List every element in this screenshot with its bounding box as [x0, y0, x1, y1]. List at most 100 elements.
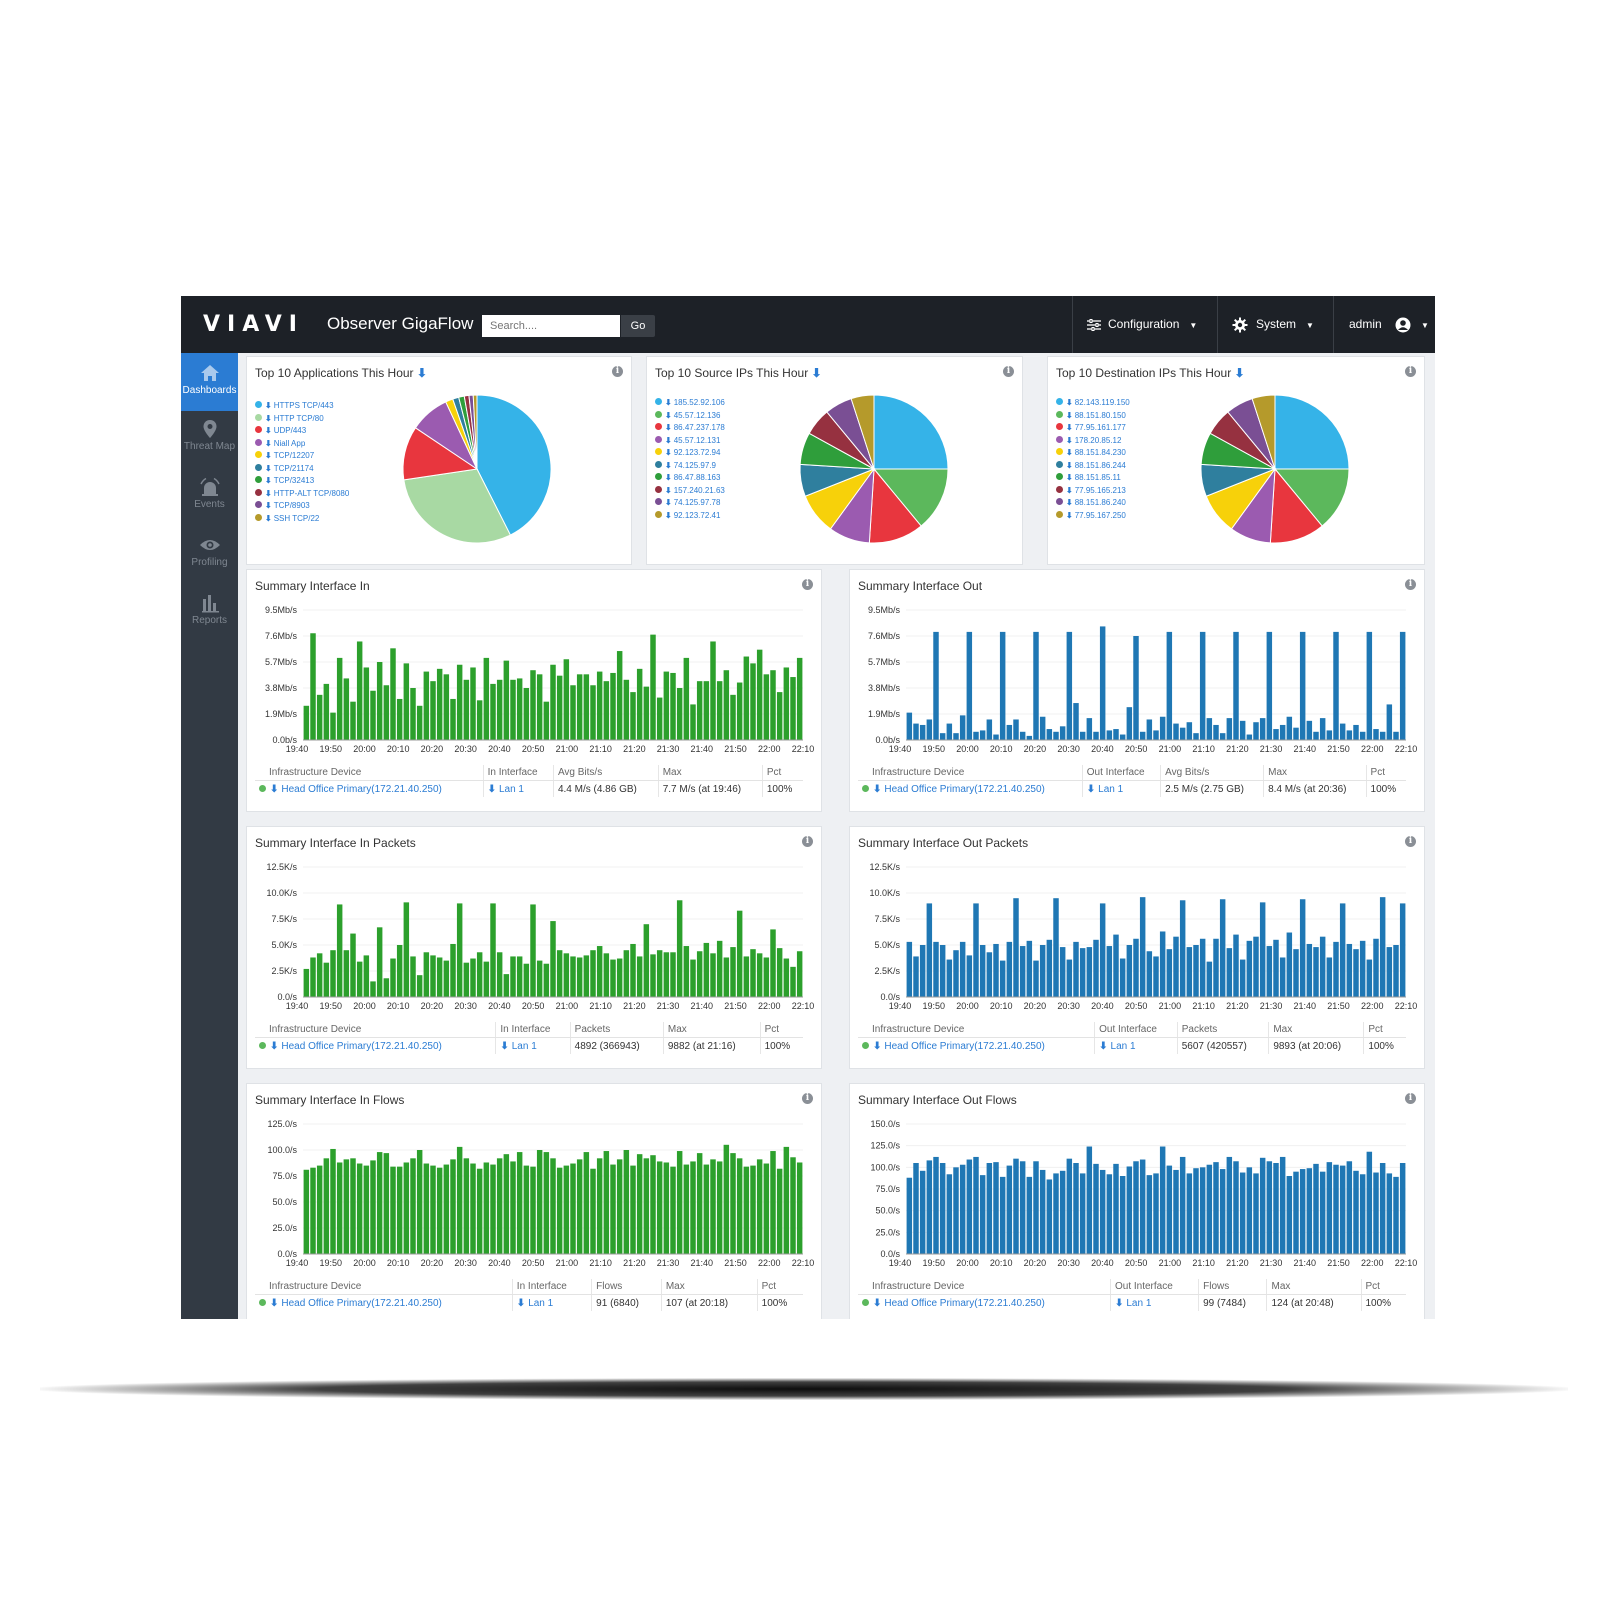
drilldown-arrow-icon[interactable]: ⬇ — [516, 1297, 526, 1309]
drilldown-arrow-icon[interactable]: ⬇ — [873, 1040, 882, 1052]
sidebar-item-profiling[interactable]: Profiling — [181, 527, 238, 585]
legend-item[interactable]: ⬇ 88.151.80.150 — [1056, 410, 1130, 423]
column-header[interactable]: Max — [660, 1279, 758, 1295]
table-cell[interactable]: ⬇ Lan 1 — [495, 1037, 571, 1054]
sort-arrow-icon[interactable]: ⬇ — [416, 366, 427, 380]
drilldown-arrow-icon[interactable]: ⬇ — [1066, 473, 1073, 482]
drilldown-arrow-icon[interactable]: ⬇ — [1066, 410, 1073, 420]
legend-item[interactable]: ⬇ 45.57.12.131 — [655, 435, 725, 448]
column-header[interactable]: Infrastructure Device — [255, 1022, 496, 1038]
drilldown-arrow-icon[interactable]: ⬇ — [1066, 510, 1073, 520]
column-header[interactable]: Pct — [1360, 1279, 1406, 1295]
legend-item[interactable]: ⬇ HTTPS TCP/443 — [255, 400, 349, 413]
drilldown-arrow-icon[interactable]: ⬇ — [665, 498, 672, 507]
legend-item[interactable]: ⬇ 88.151.85.11 — [1056, 472, 1130, 485]
drilldown-arrow-icon[interactable]: ⬇ — [265, 513, 272, 523]
column-header[interactable]: Flows — [591, 1279, 662, 1295]
legend-item[interactable]: ⬇ TCP/12207 — [255, 450, 349, 463]
column-header[interactable]: Out Interface — [1081, 765, 1161, 781]
drilldown-arrow-icon[interactable]: ⬇ — [265, 476, 272, 485]
legend-item[interactable]: ⬇ 77.95.167.250 — [1056, 510, 1130, 523]
drilldown-arrow-icon[interactable]: ⬇ — [265, 488, 272, 498]
user-menu[interactable]: admin ▼ — [1349, 296, 1429, 353]
drilldown-arrow-icon[interactable]: ⬇ — [265, 451, 272, 460]
legend-item[interactable]: ⬇ UDP/443 — [255, 425, 349, 438]
legend-item[interactable]: ⬇ 77.95.165.213 — [1056, 485, 1130, 498]
drilldown-arrow-icon[interactable]: ⬇ — [665, 410, 672, 420]
drilldown-arrow-icon[interactable]: ⬇ — [1066, 398, 1073, 407]
info-icon[interactable]: i — [612, 366, 623, 377]
info-icon[interactable]: i — [802, 579, 813, 590]
legend-item[interactable]: ⬇ 92.123.72.41 — [655, 510, 725, 523]
legend-item[interactable]: ⬇ 88.151.86.240 — [1056, 497, 1130, 510]
info-icon[interactable]: i — [802, 1093, 813, 1104]
info-icon[interactable]: i — [1405, 1093, 1416, 1104]
legend-item[interactable]: ⬇ TCP/21174 — [255, 463, 349, 476]
column-header[interactable]: Packets — [569, 1022, 664, 1038]
drilldown-arrow-icon[interactable]: ⬇ — [265, 426, 272, 435]
drilldown-arrow-icon[interactable]: ⬇ — [665, 510, 672, 520]
drilldown-arrow-icon[interactable]: ⬇ — [665, 423, 672, 432]
table-cell[interactable]: ⬇ Head Office Primary(172.21.40.250) — [858, 781, 1082, 798]
column-header[interactable]: Max — [1268, 1022, 1364, 1038]
sort-arrow-icon[interactable]: ⬇ — [1234, 366, 1245, 380]
column-header[interactable]: In Interface — [511, 1279, 592, 1295]
column-header[interactable]: Max — [1266, 1279, 1361, 1295]
legend-item[interactable]: ⬇ 178.20.85.12 — [1056, 435, 1130, 448]
drilldown-arrow-icon[interactable]: ⬇ — [665, 448, 672, 457]
column-header[interactable]: Infrastructure Device — [255, 765, 484, 781]
drilldown-arrow-icon[interactable]: ⬇ — [1066, 423, 1073, 432]
drilldown-arrow-icon[interactable]: ⬇ — [665, 435, 672, 445]
drilldown-arrow-icon[interactable]: ⬇ — [265, 501, 272, 510]
drilldown-arrow-icon[interactable]: ⬇ — [665, 460, 672, 470]
table-cell[interactable]: ⬇ Lan 1 — [1094, 1037, 1178, 1054]
column-header[interactable]: Infrastructure Device — [255, 1279, 513, 1295]
info-icon[interactable]: i — [1003, 366, 1014, 377]
sidebar-item-reports[interactable]: Reports — [181, 585, 238, 643]
sidebar-item-events[interactable]: Events — [181, 469, 238, 527]
legend-item[interactable]: ⬇ 86.47.88.163 — [655, 472, 725, 485]
column-header[interactable]: Infrastructure Device — [858, 765, 1083, 781]
drilldown-arrow-icon[interactable]: ⬇ — [1066, 448, 1073, 457]
table-cell[interactable]: ⬇ Head Office Primary(172.21.40.250) — [255, 1038, 496, 1055]
go-button[interactable]: Go — [621, 315, 655, 337]
info-icon[interactable]: i — [1405, 579, 1416, 590]
column-header[interactable]: Avg Bits/s — [552, 765, 659, 781]
sort-arrow-icon[interactable]: ⬇ — [811, 366, 822, 380]
column-header[interactable]: Out Interface — [1094, 1022, 1178, 1038]
drilldown-arrow-icon[interactable]: ⬇ — [873, 1297, 882, 1309]
sidebar-item-threat-map[interactable]: Threat Map — [181, 411, 238, 469]
column-header[interactable]: Pct — [756, 1279, 803, 1295]
drilldown-arrow-icon[interactable]: ⬇ — [1099, 1040, 1108, 1052]
column-header[interactable]: Infrastructure Device — [858, 1279, 1111, 1295]
drilldown-arrow-icon[interactable]: ⬇ — [265, 413, 272, 423]
drilldown-arrow-icon[interactable]: ⬇ — [665, 398, 672, 407]
table-cell[interactable]: ⬇ Lan 1 — [1081, 780, 1161, 797]
legend-item[interactable]: ⬇ 88.151.86.244 — [1056, 460, 1130, 473]
drilldown-arrow-icon[interactable]: ⬇ — [270, 1040, 279, 1052]
configuration-menu[interactable]: Configuration ▼ — [1086, 296, 1197, 353]
drilldown-arrow-icon[interactable]: ⬇ — [873, 783, 882, 795]
legend-item[interactable]: ⬇ 74.125.97.78 — [655, 497, 725, 510]
info-icon[interactable]: i — [802, 836, 813, 847]
column-header[interactable]: Max — [662, 1022, 761, 1038]
legend-item[interactable]: ⬇ 185.52.92.106 — [655, 397, 725, 410]
column-header[interactable]: Avg Bits/s — [1160, 765, 1264, 781]
table-cell[interactable]: ⬇ Lan 1 — [482, 780, 554, 797]
drilldown-arrow-icon[interactable]: ⬇ — [1086, 783, 1096, 795]
drilldown-arrow-icon[interactable]: ⬇ — [265, 438, 272, 448]
column-header[interactable]: Pct — [1363, 1022, 1406, 1038]
drilldown-arrow-icon[interactable]: ⬇ — [1066, 435, 1073, 445]
drilldown-arrow-icon[interactable]: ⬇ — [500, 1040, 509, 1052]
table-cell[interactable]: ⬇ Head Office Primary(172.21.40.250) — [255, 1295, 512, 1312]
column-header[interactable]: Pct — [1365, 765, 1406, 781]
info-icon[interactable]: i — [1405, 366, 1416, 377]
sidebar-item-dashboards[interactable]: Dashboards — [181, 353, 238, 411]
legend-item[interactable]: ⬇ 92.123.72.94 — [655, 447, 725, 460]
info-icon[interactable]: i — [1405, 836, 1416, 847]
legend-item[interactable]: ⬇ TCP/8903 — [255, 500, 349, 513]
legend-item[interactable]: ⬇ HTTP TCP/80 — [255, 413, 349, 426]
drilldown-arrow-icon[interactable]: ⬇ — [487, 783, 496, 795]
column-header[interactable]: Infrastructure Device — [858, 1022, 1095, 1038]
legend-item[interactable]: ⬇ TCP/32413 — [255, 475, 349, 488]
